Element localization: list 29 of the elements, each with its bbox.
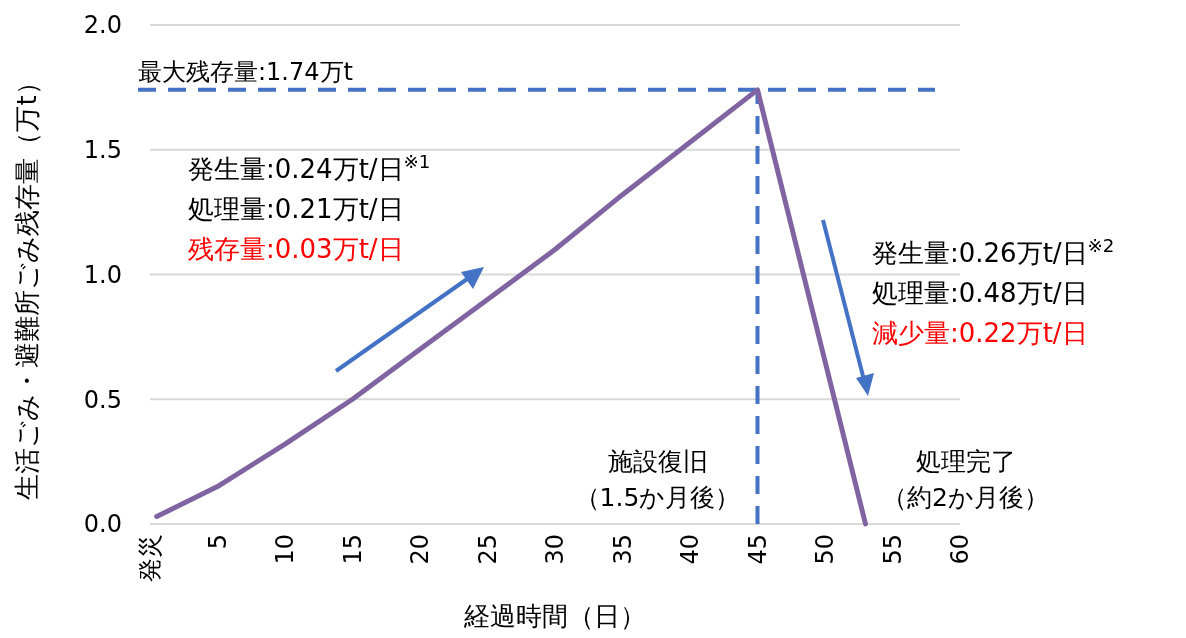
x-tick-label: 15 (338, 534, 367, 565)
ref-line-label: 施設復旧（1.5か月後） (574, 447, 741, 512)
annotation: 処理量:0.48万t/日 (872, 278, 1088, 308)
y-tick-label: 1.5 (83, 136, 122, 165)
y-tick-label: 0.5 (83, 385, 122, 414)
x-tick-label: 発災 (136, 534, 165, 582)
annotation: 処理完了（約2か月後） (882, 447, 1049, 512)
x-tick-label: 40 (676, 534, 705, 565)
x-tick-label: 10 (271, 534, 300, 565)
annotation: 処理量:0.21万t/日 (188, 194, 404, 224)
x-tick-label: 35 (608, 534, 637, 565)
annotation: 減少量:0.22万t/日 (872, 318, 1088, 348)
x-tick-label: 45 (743, 534, 772, 565)
x-tick-label: 5 (203, 534, 232, 550)
y-tick-label: 1.0 (83, 260, 122, 289)
x-tick-label: 20 (406, 534, 435, 565)
x-tick-label: 50 (811, 534, 840, 565)
y-axis-title: 生活ごみ・避難所ごみ残存量（万t） (12, 69, 42, 500)
x-tick-label: 25 (473, 534, 502, 565)
x-tick-label: 60 (946, 534, 975, 565)
x-tick-label: 30 (541, 534, 570, 565)
x-tick-label: 55 (878, 534, 907, 565)
annotation: 残存量:0.03万t/日 (188, 234, 404, 264)
annotation: 発生量:0.26万t/日$^{※2}$ (872, 234, 1115, 268)
y-tick-label: 2.0 (83, 11, 122, 40)
y-tick-label: 0.0 (83, 510, 122, 539)
annotation: 発生量:0.24万t/日$^{※1}$ (188, 150, 431, 184)
x-axis-title: 経過時間（日） (463, 601, 646, 631)
ref-line-label: 最大残存量:1.74万t (138, 57, 353, 86)
